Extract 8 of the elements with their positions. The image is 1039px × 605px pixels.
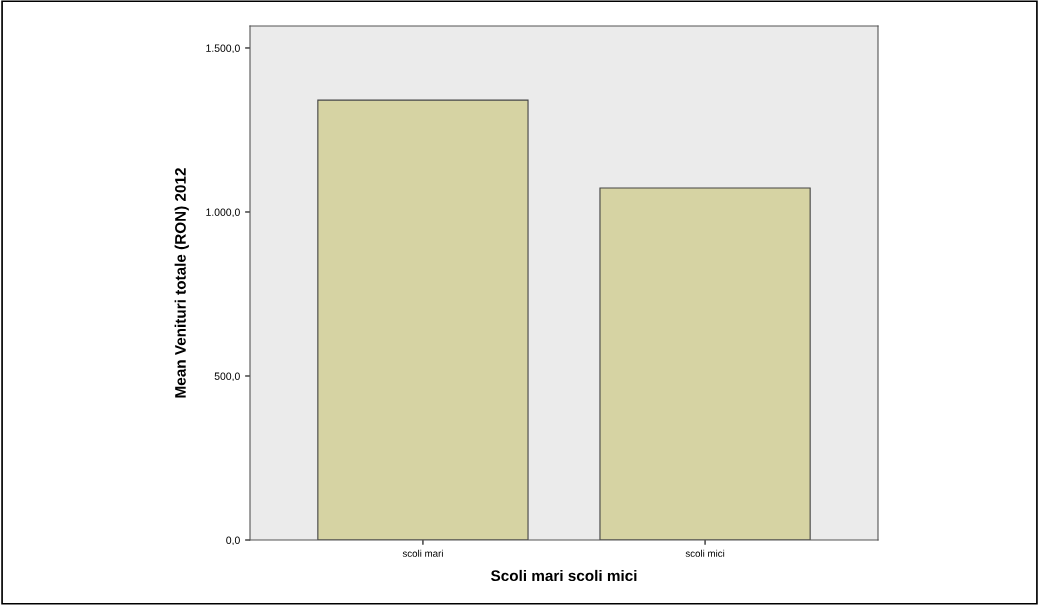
y-tick-label: 1.000,0 [206,208,240,218]
y-axis-title: Mean Venituri totale (RON) 2012 [174,168,189,398]
x-axis-title: Scoli mari scoli mici [490,569,637,582]
y-tick-label: 500,0 [214,372,240,382]
x-tick-label: scoli mari [402,549,443,557]
x-tick-label: scoli mici [685,549,725,557]
y-tick-label: 0,0 [226,536,240,546]
y-tick-label: 1.500,0 [206,44,240,54]
